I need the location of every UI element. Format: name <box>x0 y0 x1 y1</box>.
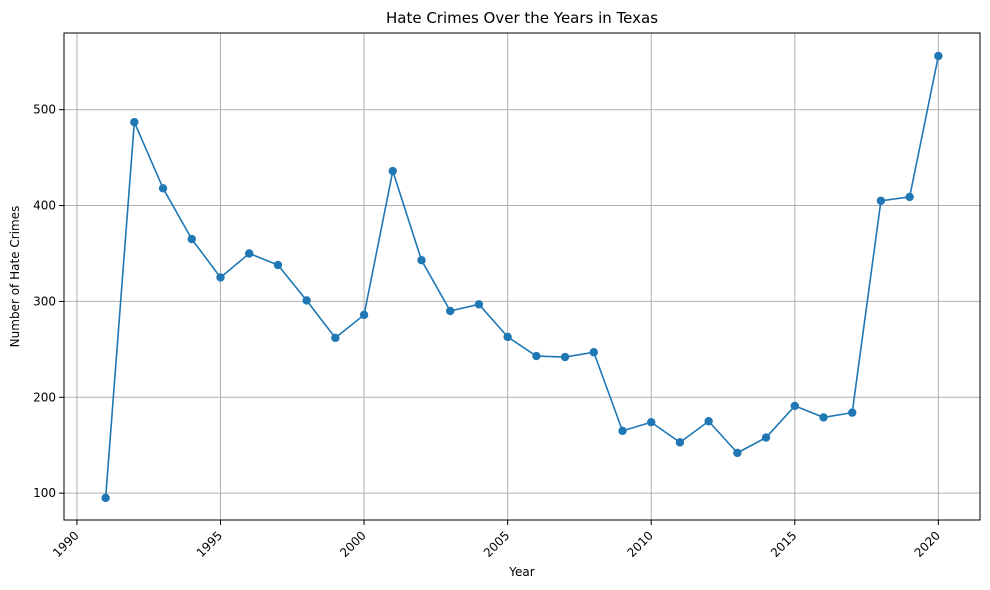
data-point <box>158 184 168 193</box>
data-point <box>302 296 311 305</box>
data-point <box>618 426 627 436</box>
y-tick-label: 100 <box>33 486 56 500</box>
data-point <box>761 433 771 442</box>
data-point <box>647 418 656 427</box>
y-tick-label: 400 <box>33 199 56 213</box>
data-point <box>388 166 397 176</box>
data-point <box>331 333 340 343</box>
data-point <box>934 51 943 61</box>
grid-lines <box>64 33 980 520</box>
data-point <box>819 413 828 422</box>
data-point <box>876 196 886 205</box>
data-point <box>474 300 484 309</box>
series-line <box>104 55 940 499</box>
data-point <box>273 260 283 270</box>
data-point <box>446 306 455 316</box>
data-point <box>704 417 713 426</box>
y-tick-label: 200 <box>33 390 56 404</box>
x-axis-label: Year <box>508 565 534 579</box>
data-point <box>187 234 196 244</box>
data-point <box>130 117 139 127</box>
y-tick-label: 300 <box>33 294 56 308</box>
data-point <box>790 401 799 411</box>
series-layer <box>101 51 943 503</box>
y-tick-label: 500 <box>33 103 56 117</box>
data-point <box>905 192 914 202</box>
data-point <box>417 256 426 265</box>
data-point <box>848 408 857 417</box>
data-point <box>675 438 685 447</box>
data-point <box>532 351 541 361</box>
data-point <box>245 249 254 258</box>
data-point <box>503 332 512 342</box>
plot-frame <box>63 32 981 521</box>
data-point <box>733 448 742 458</box>
data-point <box>589 348 598 357</box>
data-point <box>216 273 225 282</box>
data-point <box>560 352 570 362</box>
data-point <box>101 493 110 503</box>
chart-title: Hate Crimes Over the Years in Texas <box>386 9 658 27</box>
y-axis-label: Number of Hate Crimes <box>8 206 22 348</box>
data-point <box>359 310 369 320</box>
